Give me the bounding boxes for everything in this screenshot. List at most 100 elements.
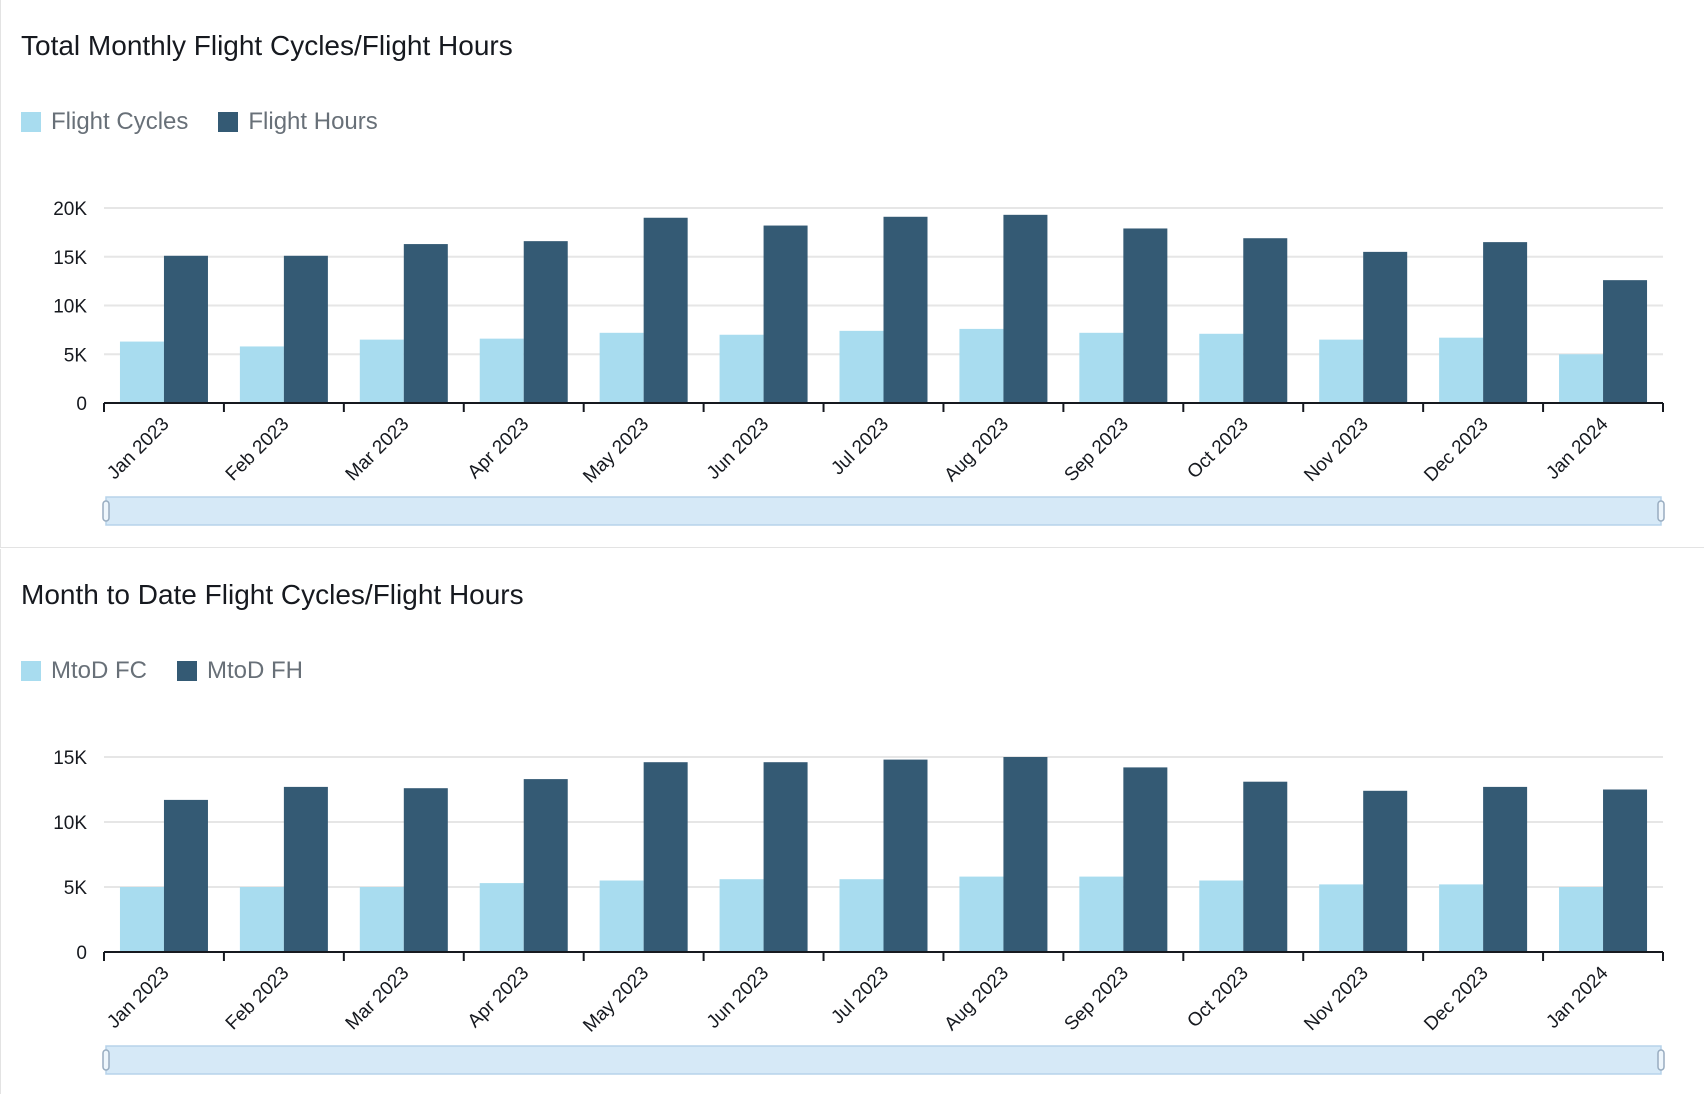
legend-swatch-dark bbox=[218, 112, 239, 132]
x-tick-label: Feb 2023 bbox=[222, 414, 294, 486]
x-tick-label: Jan 2023 bbox=[103, 963, 173, 1033]
x-tick-label: May 2023 bbox=[579, 963, 653, 1037]
x-tick-label: Oct 2023 bbox=[1183, 963, 1252, 1032]
bar-mtod-fc[interactable] bbox=[719, 879, 764, 952]
bar-mtod-fc[interactable] bbox=[1199, 880, 1244, 953]
bar-mtod-fh[interactable] bbox=[523, 779, 568, 952]
range-handle-right[interactable] bbox=[1657, 1049, 1665, 1071]
bar-flight-cycles[interactable] bbox=[119, 341, 164, 403]
bar-flight-hours[interactable] bbox=[283, 255, 328, 403]
legend-item-flight-cycles[interactable]: Flight Cycles bbox=[21, 108, 188, 136]
bar-mtod-fc[interactable] bbox=[1079, 876, 1124, 952]
bar-mtod-fh[interactable] bbox=[1603, 789, 1648, 953]
bar-flight-cycles[interactable] bbox=[239, 346, 284, 403]
chart-title: Total Monthly Flight Cycles/Flight Hours bbox=[21, 30, 513, 61]
bar-flight-hours[interactable] bbox=[1123, 228, 1168, 403]
legend-label: Flight Hours bbox=[248, 108, 378, 135]
x-tick-label: Feb 2023 bbox=[222, 963, 294, 1035]
y-tick-label: 5K bbox=[64, 878, 88, 899]
bar-mtod-fh[interactable] bbox=[1243, 781, 1288, 952]
bar-flight-cycles[interactable] bbox=[1319, 339, 1364, 403]
bar-flight-hours[interactable] bbox=[163, 255, 208, 403]
legend-swatch-light bbox=[21, 112, 41, 132]
legend-item-mtod-fh[interactable]: MtoD FH bbox=[177, 657, 303, 685]
range-handle-left[interactable] bbox=[102, 500, 110, 522]
chart-legend: MtoD FC MtoD FH bbox=[21, 657, 333, 685]
bar-flight-cycles[interactable] bbox=[479, 338, 524, 403]
legend-label: Flight Cycles bbox=[51, 108, 189, 135]
x-tick-label: Mar 2023 bbox=[342, 414, 414, 486]
bar-flight-hours[interactable] bbox=[523, 241, 568, 403]
bar-mtod-fc[interactable] bbox=[1319, 884, 1364, 952]
bar-mtod-fc[interactable] bbox=[479, 883, 524, 952]
bar-flight-hours[interactable] bbox=[883, 216, 928, 403]
bar-mtod-fc[interactable] bbox=[839, 879, 884, 952]
bar-mtod-fh[interactable] bbox=[763, 762, 808, 952]
bar-flight-cycles[interactable] bbox=[839, 330, 884, 403]
y-tick-label: 20K bbox=[53, 199, 87, 220]
legend-item-mtod-fc[interactable]: MtoD FC bbox=[21, 657, 147, 685]
bar-mtod-fc[interactable] bbox=[359, 887, 404, 952]
bar-flight-hours[interactable] bbox=[763, 225, 808, 403]
y-tick-label: 0 bbox=[76, 394, 87, 415]
bar-flight-hours[interactable] bbox=[1603, 280, 1648, 403]
bar-chart-total-monthly: 0 5K 10K 15K 20K Jan 2023 Feb 2023 Mar 2023 Apr … bbox=[53, 199, 1665, 526]
x-tick-label: Jan 2023 bbox=[103, 414, 173, 484]
y-tick-label: 5K bbox=[64, 345, 88, 366]
bar-flight-hours[interactable] bbox=[1243, 238, 1288, 403]
bar-flight-cycles[interactable] bbox=[599, 332, 644, 403]
bar-flight-cycles[interactable] bbox=[1439, 337, 1484, 403]
range-scrollbar[interactable] bbox=[105, 496, 1662, 526]
bar-mtod-fh[interactable] bbox=[883, 759, 928, 952]
bar-flight-hours[interactable] bbox=[403, 244, 448, 403]
legend-swatch-light bbox=[21, 661, 41, 681]
range-handle-right[interactable] bbox=[1657, 500, 1665, 522]
range-scrollbar[interactable] bbox=[105, 1045, 1662, 1075]
x-tick-label: Jan 2024 bbox=[1542, 962, 1612, 1032]
x-tick-label: Dec 2023 bbox=[1420, 963, 1492, 1035]
y-tick-label: 15K bbox=[53, 748, 87, 769]
bar-mtod-fc[interactable] bbox=[239, 887, 284, 952]
x-tick-label: Nov 2023 bbox=[1300, 414, 1372, 486]
bar-flight-hours[interactable] bbox=[1483, 242, 1528, 403]
bar-mtod-fc[interactable] bbox=[1559, 887, 1604, 952]
y-tick-label: 0 bbox=[76, 943, 87, 964]
bar-flight-cycles[interactable] bbox=[1079, 332, 1124, 403]
bar-flight-hours[interactable] bbox=[1003, 214, 1048, 403]
x-tick-label: Dec 2023 bbox=[1420, 414, 1492, 486]
bar-mtod-fc[interactable] bbox=[599, 880, 644, 953]
bar-mtod-fc[interactable] bbox=[959, 876, 1004, 952]
bar-mtod-fh[interactable] bbox=[403, 788, 448, 952]
x-tick-label: Sep 2023 bbox=[1061, 963, 1133, 1035]
bar-mtod-fh[interactable] bbox=[163, 799, 208, 952]
x-tick-label: Jul 2023 bbox=[827, 414, 893, 480]
bar-mtod-fh[interactable] bbox=[1003, 757, 1048, 952]
x-tick-label: Jun 2023 bbox=[703, 414, 773, 484]
bar-mtod-fh[interactable] bbox=[283, 786, 328, 952]
bar-flight-hours[interactable] bbox=[1363, 251, 1408, 403]
x-tick-label: May 2023 bbox=[579, 414, 653, 488]
range-handle-left[interactable] bbox=[102, 1049, 110, 1071]
x-tick-label: Jun 2023 bbox=[703, 963, 773, 1033]
bar-flight-cycles[interactable] bbox=[359, 339, 404, 403]
chart-title: Month to Date Flight Cycles/Flight Hours bbox=[21, 579, 524, 610]
y-tick-label: 10K bbox=[53, 813, 87, 834]
bar-flight-hours[interactable] bbox=[643, 217, 688, 403]
x-tick-label: Mar 2023 bbox=[342, 963, 414, 1035]
x-tick-label: Nov 2023 bbox=[1300, 963, 1372, 1035]
bar-flight-cycles[interactable] bbox=[1559, 354, 1604, 403]
legend-label: MtoD FH bbox=[207, 657, 303, 684]
legend-item-flight-hours[interactable]: Flight Hours bbox=[218, 108, 378, 136]
bar-flight-cycles[interactable] bbox=[1199, 333, 1244, 403]
bar-mtod-fc[interactable] bbox=[1439, 884, 1484, 952]
bar-flight-cycles[interactable] bbox=[719, 334, 764, 403]
legend-label: MtoD FC bbox=[51, 657, 147, 684]
bar-flight-cycles[interactable] bbox=[959, 328, 1004, 403]
bar-mtod-fh[interactable] bbox=[1483, 786, 1528, 952]
bar-mtod-fc[interactable] bbox=[119, 887, 164, 952]
bar-mtod-fh[interactable] bbox=[1123, 767, 1168, 952]
x-tick-label: Apr 2023 bbox=[464, 414, 533, 483]
bar-mtod-fh[interactable] bbox=[643, 762, 688, 952]
bar-mtod-fh[interactable] bbox=[1363, 790, 1408, 952]
x-tick-label: Apr 2023 bbox=[464, 963, 533, 1032]
